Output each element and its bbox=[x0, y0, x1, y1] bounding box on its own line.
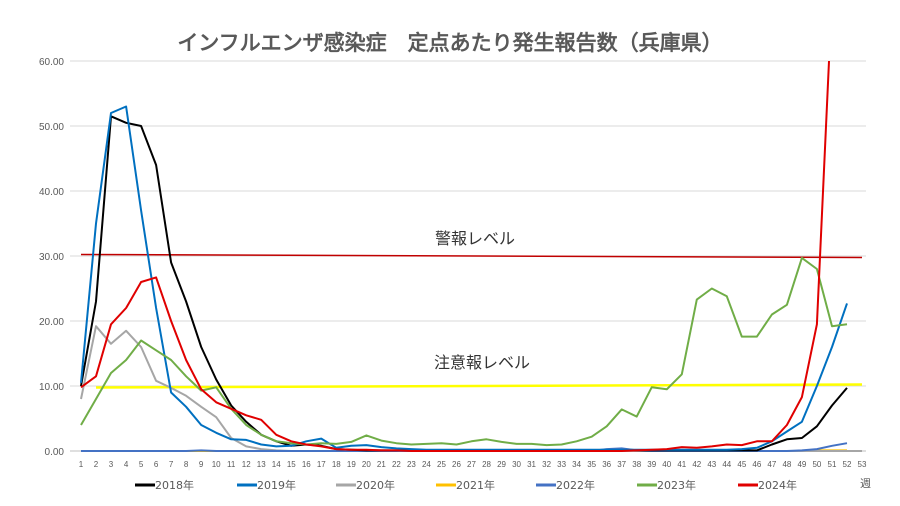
x-tick-label: 12 bbox=[242, 460, 251, 469]
y-axis-ticks: 0.00 10.00 20.00 30.00 40.00 50.00 60.00 bbox=[39, 57, 64, 458]
x-tick-label: 49 bbox=[797, 460, 806, 469]
x-tick-label: 35 bbox=[587, 460, 596, 469]
x-tick-label: 23 bbox=[407, 460, 416, 469]
series-line-2018年 bbox=[80, 115, 848, 452]
legend-label: 2019年 bbox=[257, 478, 296, 492]
x-tick-label: 22 bbox=[392, 460, 401, 469]
x-tick-label: 40 bbox=[662, 460, 671, 469]
x-tick-label: 47 bbox=[767, 460, 776, 469]
warning-level-line bbox=[96, 383, 863, 389]
series-lines bbox=[80, 61, 862, 452]
x-tick-label: 34 bbox=[572, 460, 581, 469]
x-tick-label: 5 bbox=[139, 460, 144, 469]
y-tick-label: 10.00 bbox=[39, 382, 64, 393]
x-tick-label: 7 bbox=[169, 460, 174, 469]
x-tick-label: 38 bbox=[632, 460, 641, 469]
x-tick-label: 41 bbox=[677, 460, 686, 469]
y-tick-label: 40.00 bbox=[39, 187, 64, 198]
x-tick-label: 13 bbox=[257, 460, 266, 469]
x-tick-label: 2 bbox=[94, 460, 99, 469]
x-tick-label: 1 bbox=[79, 460, 84, 469]
x-tick-label: 14 bbox=[272, 460, 281, 469]
x-tick-label: 32 bbox=[542, 460, 551, 469]
x-tick-label: 9 bbox=[199, 460, 204, 469]
x-tick-label: 44 bbox=[722, 460, 731, 469]
x-tick-label: 50 bbox=[812, 460, 821, 469]
y-tick-label: 60.00 bbox=[39, 57, 64, 68]
x-tick-label: 6 bbox=[154, 460, 159, 469]
y-tick-label: 20.00 bbox=[39, 317, 64, 328]
series-line-2019年 bbox=[80, 105, 848, 451]
x-tick-label: 52 bbox=[843, 460, 852, 469]
x-tick-label: 43 bbox=[707, 460, 716, 469]
x-tick-label: 46 bbox=[752, 460, 761, 469]
x-tick-label: 31 bbox=[527, 460, 536, 469]
x-tick-label: 26 bbox=[452, 460, 461, 469]
x-tick-label: 30 bbox=[512, 460, 521, 469]
x-tick-label: 33 bbox=[557, 460, 566, 469]
x-tick-label: 25 bbox=[437, 460, 446, 469]
x-tick-label: 42 bbox=[692, 460, 701, 469]
legend-label: 2018年 bbox=[155, 478, 194, 492]
x-tick-label: 24 bbox=[422, 460, 431, 469]
x-tick-label: 51 bbox=[828, 460, 837, 469]
legend-label: 2021年 bbox=[456, 478, 495, 492]
legend: 2018年 2019年 2020年 2021年 2022年 2023年 2024年 bbox=[135, 478, 797, 492]
x-tick-label: 15 bbox=[287, 460, 296, 469]
legend-label: 2024年 bbox=[758, 478, 797, 492]
x-tick-label: 20 bbox=[362, 460, 371, 469]
x-tick-label: 45 bbox=[737, 460, 746, 469]
x-tick-label: 18 bbox=[332, 460, 341, 469]
x-tick-label: 53 bbox=[858, 460, 867, 469]
x-axis-label: 週 bbox=[860, 477, 871, 490]
series-line-2024年 bbox=[80, 61, 831, 452]
x-tick-label: 27 bbox=[467, 460, 476, 469]
x-tick-label: 16 bbox=[302, 460, 311, 469]
x-tick-label: 11 bbox=[227, 460, 236, 469]
series-line-2023年 bbox=[80, 256, 848, 447]
warning-level-label: 注意報レベル bbox=[434, 353, 530, 372]
x-tick-label: 39 bbox=[647, 460, 656, 469]
x-tick-label: 8 bbox=[184, 460, 189, 469]
legend-label: 2023年 bbox=[657, 478, 696, 492]
x-tick-label: 48 bbox=[782, 460, 791, 469]
x-axis-ticks: 1 2 3 4 5 6 7 8 9 10 11 12 13 14 15 16 17 18 19 20 21 22 23 24 2… bbox=[79, 460, 867, 469]
chart-title: インフルエンザ感染症 定点あたり発生報告数（兵庫県） bbox=[177, 31, 722, 55]
y-tick-label: 30.00 bbox=[39, 252, 64, 263]
x-tick-label: 21 bbox=[377, 460, 386, 469]
alarm-level-label: 警報レベル bbox=[435, 229, 515, 248]
y-tick-label: 50.00 bbox=[39, 122, 64, 133]
x-tick-label: 3 bbox=[109, 460, 114, 469]
x-tick-label: 4 bbox=[124, 460, 129, 469]
x-tick-label: 36 bbox=[602, 460, 611, 469]
x-tick-label: 29 bbox=[497, 460, 506, 469]
x-tick-label: 28 bbox=[482, 460, 491, 469]
x-tick-label: 19 bbox=[347, 460, 356, 469]
alarm-level-line bbox=[80, 253, 863, 259]
legend-label: 2020年 bbox=[356, 478, 395, 492]
x-tick-label: 17 bbox=[317, 460, 326, 469]
y-tick-label: 0.00 bbox=[45, 447, 65, 458]
legend-label: 2022年 bbox=[556, 478, 595, 492]
x-tick-label: 10 bbox=[212, 460, 221, 469]
x-tick-label: 37 bbox=[617, 460, 626, 469]
